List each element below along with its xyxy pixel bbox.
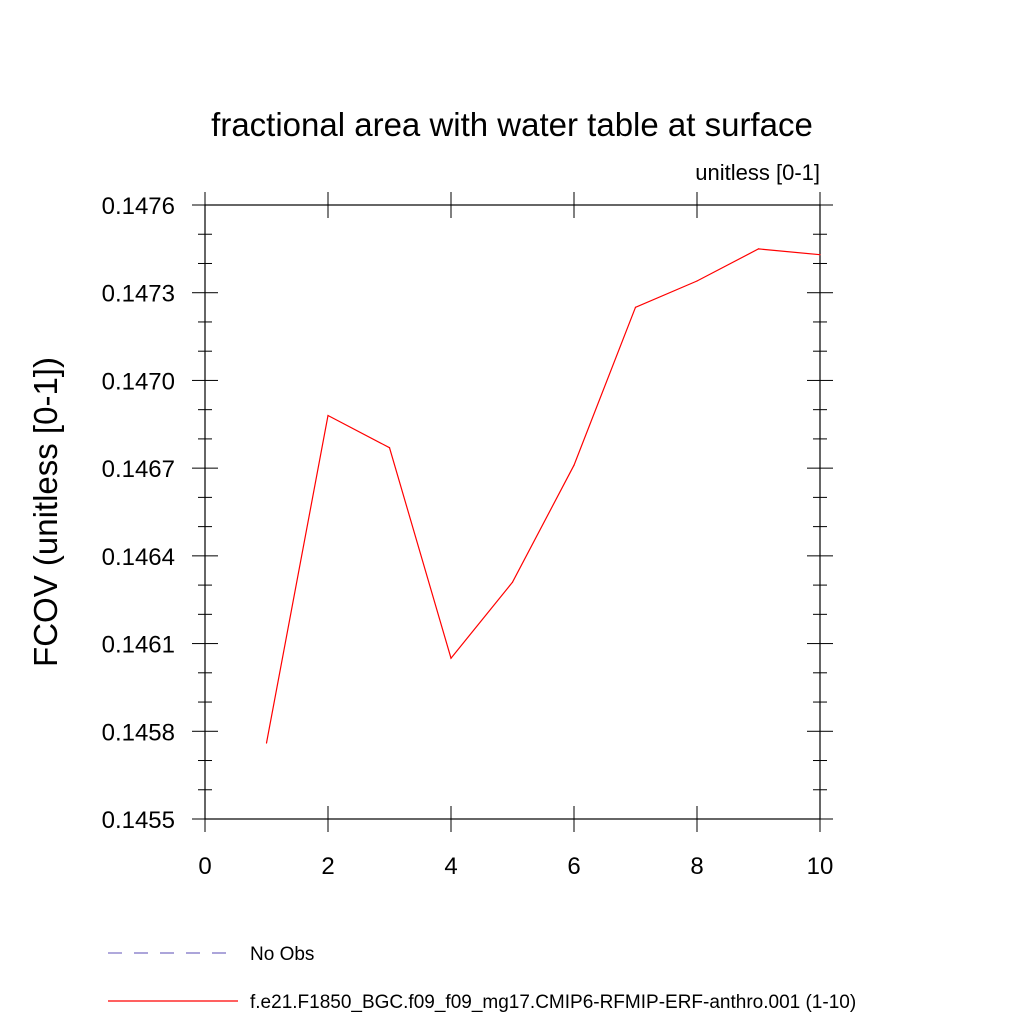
legend: No Obs f.e21.F1850_BGC.f09_f09_mg17.CMIP6…	[108, 944, 856, 1013]
y-tick-label: 0.1470	[102, 368, 175, 395]
series-point	[634, 306, 637, 308]
units-label: unitless [0-1]	[695, 160, 820, 185]
y-axis-label: FCOV (unitless [0-1])	[27, 357, 64, 667]
legend-label-0: No Obs	[250, 944, 314, 965]
x-tick-label: 6	[567, 853, 580, 880]
legend-label-1: f.e21.F1850_BGC.f09_f09_mg17.CMIP6-RFMIP…	[250, 992, 856, 1013]
plot-lines	[265, 248, 821, 744]
series-point	[265, 742, 268, 744]
series-point	[819, 254, 821, 256]
x-tick-label: 4	[444, 853, 457, 880]
y-tick-label: 0.1464	[102, 544, 175, 571]
series-point	[696, 280, 698, 282]
y-tick-label: 0.1476	[102, 193, 175, 220]
y-tick-label: 0.1458	[102, 719, 175, 746]
x-tick-label: 0	[198, 853, 211, 880]
y-tick-label: 0.1461	[102, 632, 175, 659]
series-point	[757, 248, 760, 250]
axes: 0 2 4 6 8 10 0.1455 0.1458 0.1461 0.1464 0.1467 0.1…	[102, 192, 834, 880]
y-tick-label: 0.1473	[102, 281, 175, 308]
y-tick-label: 0.1455	[102, 807, 175, 834]
x-tick-label: 2	[321, 853, 334, 880]
series-point	[450, 657, 452, 659]
y-tick-label: 0.1467	[102, 456, 175, 483]
x-tick-label: 10	[807, 853, 834, 880]
series-point	[511, 581, 514, 583]
plot-frame	[204, 204, 821, 820]
x-tick-label: 8	[690, 853, 703, 880]
series-point	[573, 464, 575, 466]
series-point	[388, 447, 391, 449]
series-line-0	[265, 248, 821, 744]
series-point	[327, 414, 329, 417]
chart-title: fractional area with water table at surf…	[211, 106, 813, 143]
